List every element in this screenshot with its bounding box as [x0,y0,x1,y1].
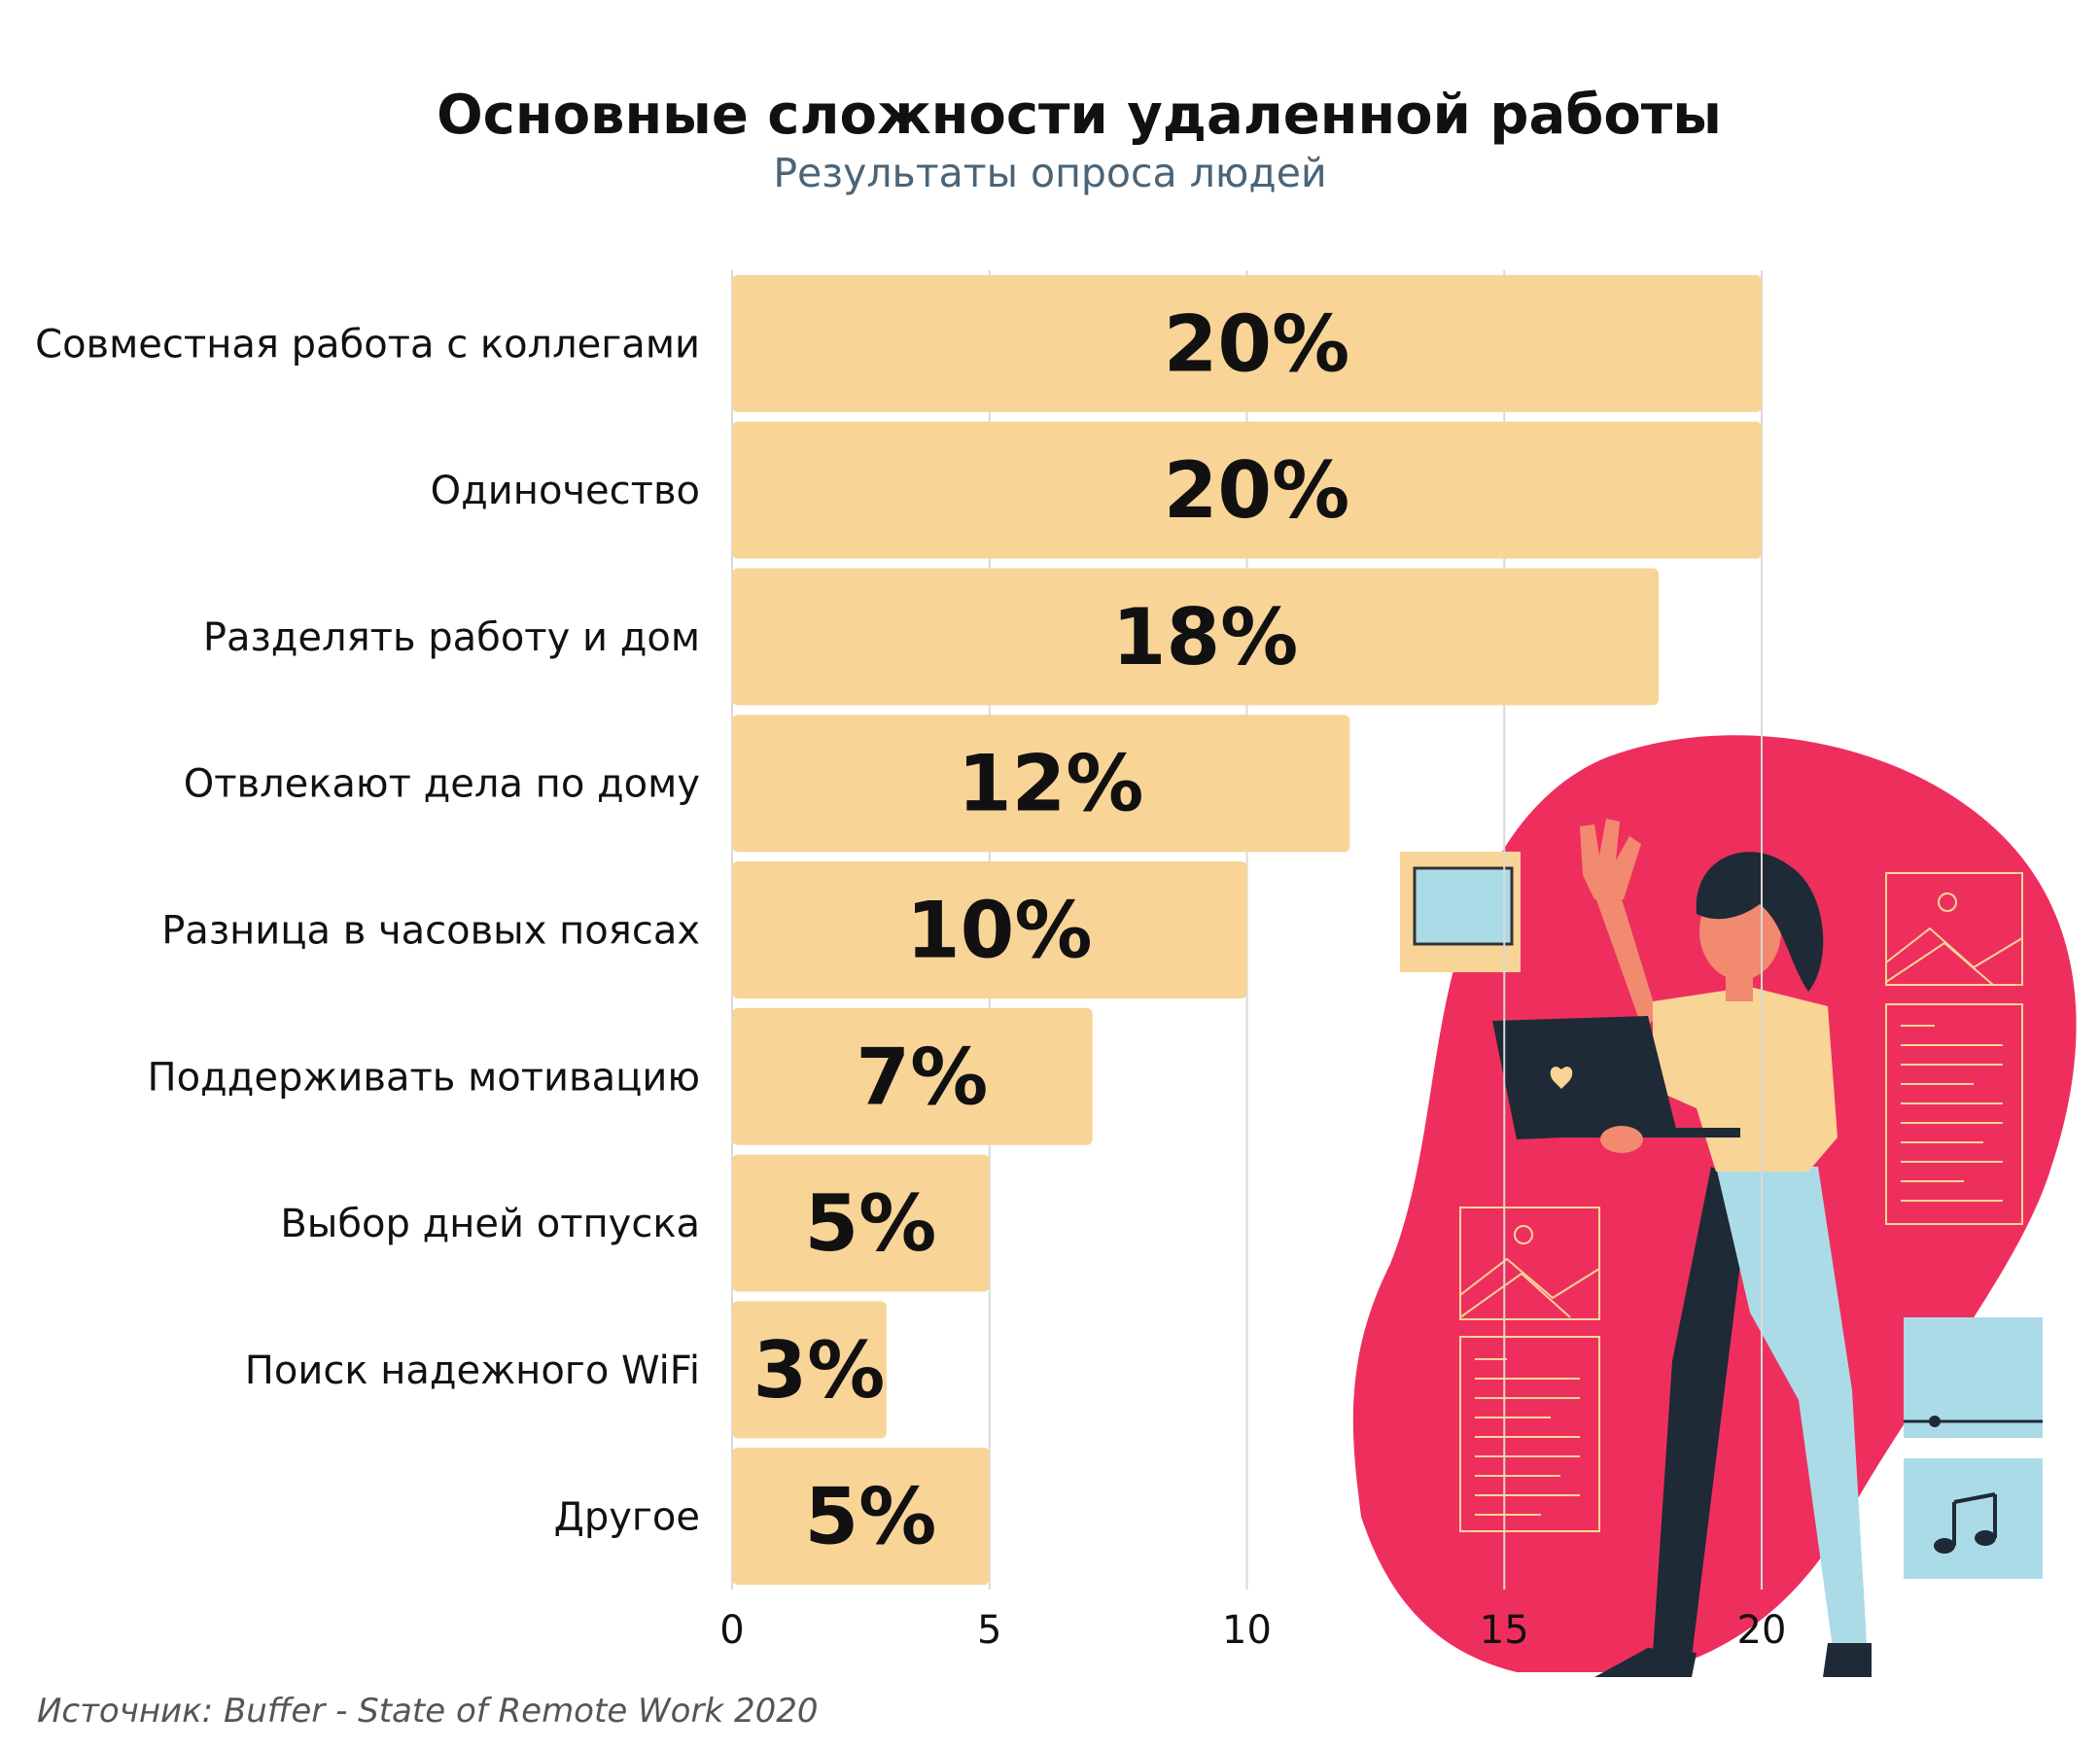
value-label: 5% [804,1178,936,1269]
value-labels: 20% 20% 18% 12% 10% 7% 5% 3% 5% [753,298,1350,1561]
laptop-icon [1492,1016,1677,1139]
woman-figure [1492,819,1872,1677]
bar [732,1007,1093,1145]
bar [732,715,1350,853]
value-label: 20% [1164,445,1349,536]
x-tick-label: 5 [977,1608,1001,1653]
source-note: Источник: Buffer - State of Remote Work … [37,1692,819,1731]
heart-icon [1550,1067,1573,1089]
slider-knob [1929,1416,1941,1427]
value-label: 18% [1112,592,1298,682]
image-card-icon [1885,872,2023,986]
category-label: Поддерживать мотивацию [148,1055,701,1100]
bar [732,1301,887,1439]
value-label: 5% [804,1472,936,1562]
document-card-icon-2 [1459,1336,1600,1532]
bar [732,861,1247,998]
value-label: 7% [856,1032,988,1122]
value-label: 12% [958,739,1143,829]
value-label: 20% [1164,298,1349,389]
window-tile-screen [1413,866,1514,946]
bar [732,1448,990,1586]
document-card-icon [1885,1003,2023,1225]
category-label: Другое [554,1495,700,1540]
bar [732,274,1762,412]
slider-tile [1904,1317,2043,1438]
music-tile [1904,1458,2043,1579]
category-labels: Совместная работа с коллегами Одиночество… [35,322,700,1539]
chart-title: Основные сложности удаленной работы [437,84,1722,147]
bar [732,568,1660,706]
category-label: Разница в часовых поясах [161,909,700,954]
category-label: Выбор дней отпуска [280,1202,700,1246]
music-note-icon [1934,1492,1997,1554]
x-tick-label: 15 [1480,1608,1529,1653]
bars [732,274,1762,1586]
category-label: Совместная работа с коллегами [35,322,700,367]
bar [732,421,1762,559]
remote-worker-illustration [1352,735,2077,1677]
image-card-icon-2 [1459,1207,1600,1320]
x-tick-label: 20 [1737,1608,1787,1653]
x-tick-label: 0 [719,1608,744,1653]
value-label: 3% [753,1325,886,1416]
category-label: Одиночество [431,469,700,513]
x-tick-label: 10 [1222,1608,1272,1653]
category-label: Поиск надежного WiFi [245,1348,700,1393]
x-tick-labels: 0 5 10 15 20 [719,1608,1786,1653]
chart-subtitle: Результаты опроса людей [773,150,1327,196]
value-label: 10% [906,886,1092,976]
category-label: Разделять работу и дом [203,615,700,660]
category-label: Отвлекают дела по дому [184,762,700,807]
bar [732,1154,990,1292]
